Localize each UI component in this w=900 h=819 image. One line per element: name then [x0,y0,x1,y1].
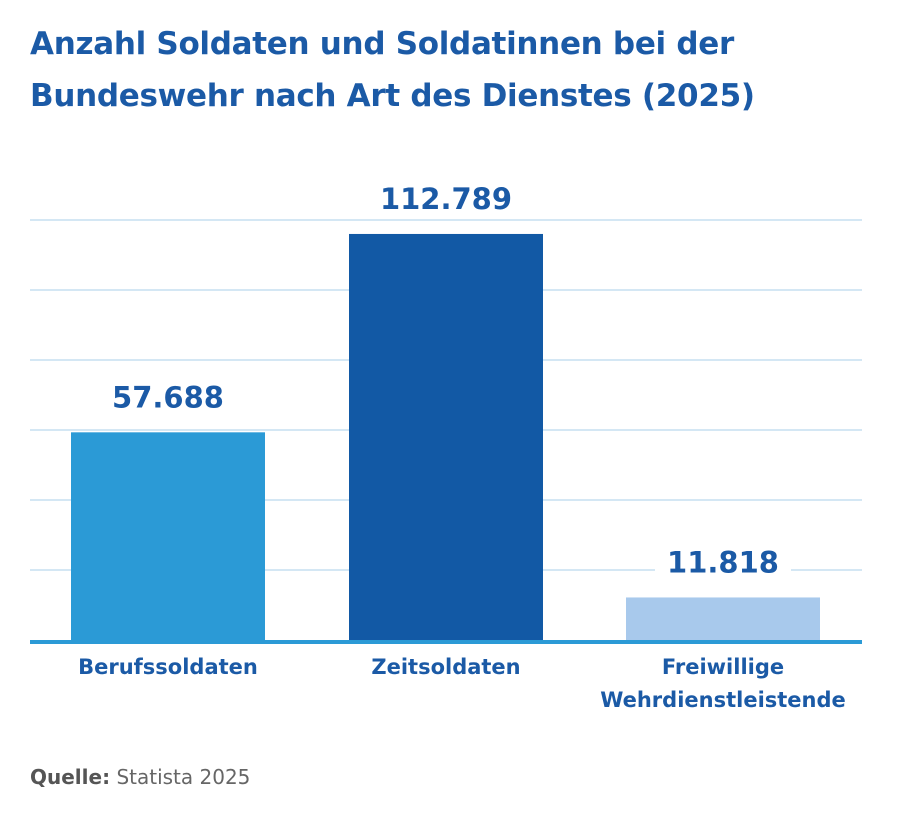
value-label-background [378,180,514,219]
category-labels: Berufssoldaten Zeitsoldaten Freiwillige Weh… [78,655,846,712]
chart-title: Anzahl Soldaten und Soldatinnen bei der … [30,26,755,114]
category-label-line: Freiwillige [662,655,784,679]
source-text: Statista 2025 [116,765,251,789]
value-label-background [655,544,791,583]
bar-chart: 57.688 112.789 11.818 Berufssoldaten Zeitso… [30,180,862,712]
category-label-line: Wehrdienstleistende [600,688,846,712]
source-label: Quelle: [30,765,111,789]
bar-freiwillige-wehrdienstleistende [626,597,820,640]
value-label: 57.688 [112,380,224,414]
category-label: Freiwillige Wehrdienstleistende [600,655,846,712]
value-label: 11.818 [667,545,779,579]
bar-berufssoldaten [71,432,265,640]
value-labels: 57.688 112.789 11.818 [100,180,791,583]
category-label: Berufssoldaten [78,655,258,679]
category-label-line: Zeitsoldaten [371,655,520,679]
bars [71,233,820,640]
value-label-background [100,379,236,418]
category-label: Zeitsoldaten [371,655,520,679]
value-label: 112.789 [380,182,512,216]
bar-zeitsoldaten [349,233,543,640]
source-note: Quelle: Statista 2025 [30,765,250,789]
category-label-line: Berufssoldaten [78,655,258,679]
